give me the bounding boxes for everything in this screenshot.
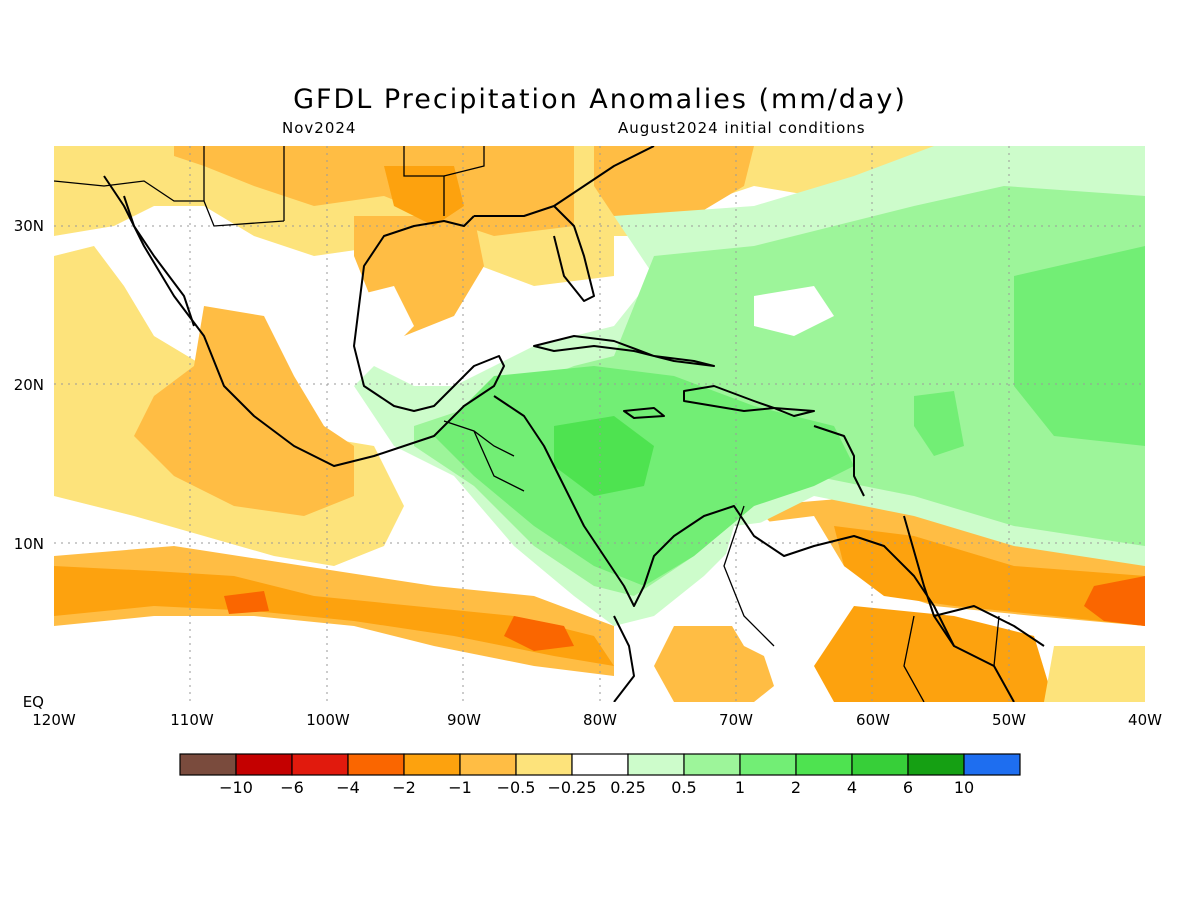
colorbar-box xyxy=(459,753,517,776)
forecast-month: Nov2024 xyxy=(282,119,357,137)
colorbar-tick-label: −10 xyxy=(219,778,253,797)
graticule xyxy=(54,146,1145,702)
colorbar-box xyxy=(515,753,573,776)
borders xyxy=(54,146,1000,702)
colorbar xyxy=(179,753,1021,776)
colorbar-tick-label: −1 xyxy=(448,778,472,797)
colorbar-box xyxy=(291,753,349,776)
lat-label-30n: 30N xyxy=(13,217,44,235)
colorbar-box xyxy=(739,753,797,776)
colorbar-box xyxy=(963,753,1021,776)
colorbar-tick-label: 10 xyxy=(953,778,975,797)
colorbar-tick-label: −0.5 xyxy=(496,778,536,797)
colorbar-box xyxy=(235,753,293,776)
colorbar-tick-label: −2 xyxy=(392,778,416,797)
colorbar-tick-label: 0.25 xyxy=(610,778,646,797)
lat-label-eq: EQ xyxy=(22,693,44,711)
colorbar-box xyxy=(347,753,405,776)
lat-label-10n: 10N xyxy=(13,535,44,553)
lon-label-120w: 120W xyxy=(32,711,76,729)
colorbar-tick-label: 0.5 xyxy=(671,778,697,797)
colorbar-box xyxy=(571,753,629,776)
lon-label-60w: 60W xyxy=(856,711,890,729)
lon-label-80w: 80W xyxy=(583,711,617,729)
colorbar-box xyxy=(627,753,685,776)
colorbar-tick-label: −0.25 xyxy=(547,778,597,797)
lon-label-70w: 70W xyxy=(719,711,753,729)
initial-conditions-label: August2024 initial conditions xyxy=(618,119,866,137)
colorbar-box xyxy=(683,753,741,776)
neutral-fields xyxy=(354,286,844,666)
colorbar-tick-label: 6 xyxy=(902,778,914,797)
colorbar-tick-label: 2 xyxy=(790,778,802,797)
lon-label-50w: 50W xyxy=(992,711,1026,729)
colorbar-tick-label: −4 xyxy=(336,778,360,797)
colorbar-tick-label: 4 xyxy=(846,778,858,797)
colorbar-box xyxy=(851,753,909,776)
lon-label-90w: 90W xyxy=(447,711,481,729)
colorbar-box xyxy=(179,753,237,776)
lon-label-110w: 110W xyxy=(170,711,214,729)
colorbar-box xyxy=(403,753,461,776)
lat-label-20n: 20N xyxy=(13,376,44,394)
colorbar-tick-label: −6 xyxy=(280,778,304,797)
anomaly-map xyxy=(54,146,1145,702)
colorbar-box xyxy=(795,753,853,776)
lon-label-40w: 40W xyxy=(1128,711,1162,729)
coastlines xyxy=(103,146,1045,702)
anomaly-map-svg xyxy=(54,146,1145,702)
colorbar-tick-label: 1 xyxy=(734,778,746,797)
map-title: GFDL Precipitation Anomalies (mm/day) xyxy=(293,84,907,115)
wet-anomaly-fields xyxy=(354,146,1145,626)
lon-label-100w: 100W xyxy=(306,711,350,729)
colorbar-box xyxy=(907,753,965,776)
